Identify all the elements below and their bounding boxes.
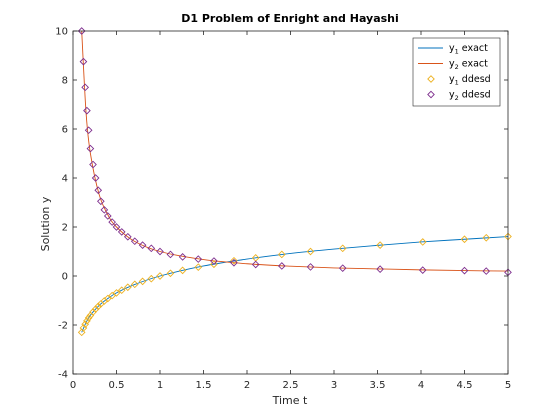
data-point-marker: [194, 255, 203, 263]
data-point-marker: [251, 260, 260, 269]
data-point-marker: [84, 314, 93, 322]
data-point-marker: [86, 144, 95, 153]
x-tick-label: 2: [244, 380, 250, 391]
x-tick-label: 0.5: [109, 380, 125, 391]
x-tick-label: 4.5: [457, 380, 473, 391]
data-point-marker: [210, 257, 218, 265]
data-point-marker: [166, 269, 175, 278]
x-tick-label: 4: [418, 380, 424, 391]
data-point-marker: [147, 274, 156, 283]
data-point-marker: [194, 263, 203, 272]
series-markers-3: [77, 232, 512, 337]
data-point-marker: [103, 212, 112, 220]
data-point-marker: [156, 272, 164, 280]
data-point-marker: [100, 206, 109, 214]
data-point-marker: [338, 264, 347, 272]
data-point-marker: [306, 263, 315, 271]
series-line-2: [81, 30, 509, 272]
data-point-marker: [460, 235, 469, 244]
data-point-marker: [117, 228, 126, 236]
data-point-marker: [147, 244, 156, 253]
data-point-marker: [166, 250, 175, 259]
legend: y1 exact y2 exact y1 ddesd y2 ddesd: [412, 37, 501, 107]
data-point-marker: [91, 305, 100, 313]
x-tick-label: 5: [505, 380, 511, 391]
data-point-marker: [94, 302, 103, 311]
data-point-marker: [306, 247, 315, 256]
data-point-marker: [376, 265, 384, 273]
data-point-marker: [178, 266, 187, 275]
legend-label: y1 exact: [449, 43, 488, 56]
y-tick-label: -4: [58, 370, 68, 381]
data-point-marker: [123, 283, 132, 292]
y-tick-label: 6: [62, 125, 68, 136]
data-point-marker: [97, 197, 105, 206]
data-point-marker: [376, 241, 384, 249]
legend-marker-swatch: [427, 90, 435, 99]
data-point-marker: [130, 237, 139, 246]
x-tick-label: 0: [70, 380, 76, 391]
data-point-marker: [77, 27, 86, 35]
chart-title: D1 Problem of Enright and Hayashi: [181, 12, 399, 25]
data-point-marker: [91, 174, 100, 182]
x-tick-label: 2.5: [283, 380, 299, 391]
data-point-marker: [112, 289, 121, 297]
x-tick-label: 3.5: [370, 380, 386, 391]
data-point-marker: [277, 250, 286, 259]
data-point-marker: [112, 223, 121, 231]
x-tick-label: 1: [157, 380, 163, 391]
series-layer: [77, 27, 512, 337]
x-tick-label: 3: [331, 380, 337, 391]
data-point-marker: [482, 267, 491, 275]
x-tick-label: 1.5: [196, 380, 212, 391]
data-point-marker: [79, 57, 88, 66]
data-point-marker: [482, 233, 491, 242]
data-point-marker: [94, 186, 103, 195]
y-axis-label: Solution y: [39, 196, 52, 251]
data-point-marker: [83, 106, 91, 115]
data-point-marker: [418, 238, 427, 246]
x-axis-label: Time t: [272, 394, 308, 407]
data-point-marker: [117, 286, 126, 295]
data-point-marker: [178, 253, 187, 261]
data-point-marker: [138, 277, 147, 286]
data-point-marker: [138, 241, 147, 249]
series-markers-4: [77, 27, 512, 277]
data-point-marker: [277, 262, 286, 270]
y-tick-label: 10: [55, 27, 68, 38]
data-point-marker: [230, 258, 238, 267]
legend-label: y2 ddesd: [449, 90, 491, 103]
y-tick-label: 0: [62, 272, 68, 283]
y-tick-label: 8: [62, 76, 68, 87]
data-point-marker: [89, 308, 97, 316]
data-point-marker: [108, 218, 116, 226]
data-point-marker: [460, 266, 469, 275]
legend-marker-swatch: [427, 75, 435, 83]
y-tick-label: 4: [62, 174, 68, 185]
tick-layer: 0 0.5 1 1.5 2 2.5 3 3.5 4 4.5 5 -4 -2 0 2 4 6 8 10: [55, 27, 511, 392]
data-point-marker: [156, 247, 164, 256]
data-point-marker: [130, 280, 139, 289]
data-point-marker: [338, 244, 347, 253]
legend-item: y1 exact: [418, 43, 488, 56]
data-point-marker: [230, 256, 238, 265]
data-point-marker: [418, 266, 427, 274]
legend-item: y2 ddesd: [427, 90, 491, 103]
legend-label: y1 ddesd: [449, 74, 491, 87]
data-point-marker: [123, 232, 132, 241]
y-tick-label: -2: [58, 321, 68, 332]
y-tick-label: 2: [62, 223, 68, 234]
legend-item: y1 ddesd: [427, 74, 491, 87]
legend-item: y2 exact: [418, 59, 488, 72]
legend-label: y2 exact: [449, 59, 488, 72]
data-point-marker: [84, 126, 93, 135]
data-point-marker: [89, 160, 97, 169]
data-point-marker: [83, 316, 91, 325]
data-point-marker: [108, 291, 116, 300]
data-point-marker: [210, 260, 218, 269]
data-point-marker: [103, 294, 112, 303]
data-point-marker: [81, 83, 90, 92]
